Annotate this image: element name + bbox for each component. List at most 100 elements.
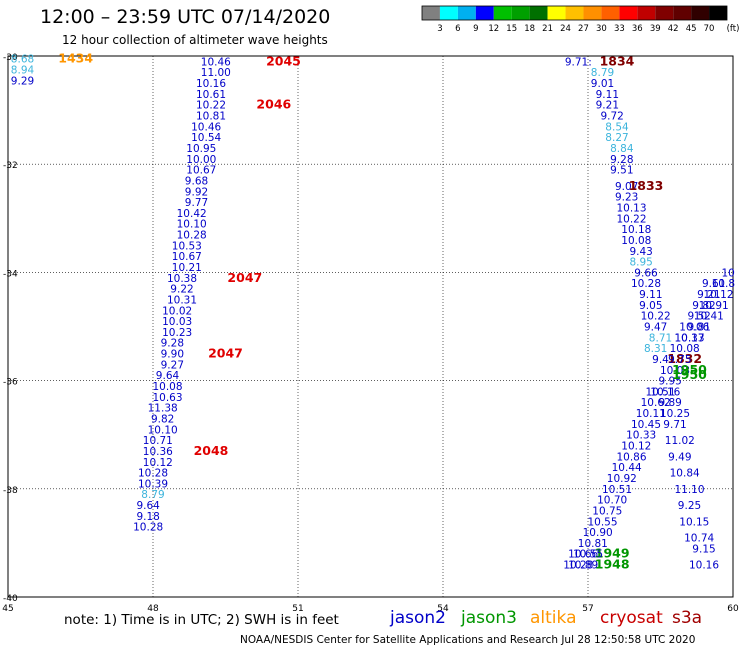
colorbar-swatch [511, 6, 530, 20]
track-time-label: 1950 [672, 362, 707, 377]
colorbar-swatch [422, 6, 440, 20]
legend-s3a: s3a [672, 608, 703, 628]
wave-height-label: 9.61 [702, 278, 725, 290]
wave-height-label: 10.89 [568, 560, 598, 572]
colorbar-label: 27 [578, 24, 589, 34]
colorbar-label: 9 [473, 24, 478, 34]
track-time-label: 1832 [667, 351, 702, 366]
y-tick-label: -34 [3, 269, 18, 279]
wave-height-label: 9.51 [610, 165, 633, 177]
wave-height-label: 10.46 [201, 56, 231, 68]
wave-height-label: 9.72 [600, 111, 623, 123]
colorbar-label: 30 [596, 24, 607, 34]
wave-height-label: 10.42 [177, 208, 207, 220]
colorbar-label: 39 [650, 24, 661, 34]
wave-height-label: 10.03 [162, 316, 192, 328]
wave-height-label: 11.00 [201, 67, 231, 79]
wave-height-label: 8.95 [629, 257, 652, 269]
colorbar-swatch [475, 6, 494, 20]
wave-height-label: 11.02 [665, 435, 695, 447]
wave-height-label: 10.62 [641, 397, 671, 409]
wave-height-label: 10.17 [674, 332, 704, 344]
y-tick-label: -38 [3, 486, 18, 496]
wave-height-label: 10.67 [186, 165, 216, 177]
wave-height-label: 10.28 [563, 560, 593, 572]
track-time-label: 1949 [595, 546, 630, 561]
wave-height-label: 10.16 [650, 386, 680, 398]
wave-height-label: 9.71: [565, 56, 592, 68]
wave-height-label: 10.12 [621, 441, 651, 453]
colorbar-swatch [565, 6, 584, 20]
colorbar-label: 70 [704, 24, 715, 34]
y-tick-label: -30 [3, 53, 18, 63]
wave-height-label: 9.01 [591, 78, 614, 90]
wave-height-label: 10.28 [138, 468, 168, 480]
legend-cryosat: cryosat [600, 608, 663, 628]
wave-height-label: 10.02 [162, 305, 192, 317]
colorbar-label: 6 [455, 24, 460, 34]
wave-height-label: 10.91 [699, 300, 729, 312]
colorbar-swatch [457, 6, 476, 20]
chart-title: 12:00 – 23:59 UTC 07/14/2020 [40, 6, 331, 28]
wave-height-label: 10.36 [143, 446, 173, 458]
legend-jason2: jason2 [390, 608, 446, 628]
track-time-label: 1948 [595, 557, 630, 572]
wave-height-label: 9.05 [639, 300, 662, 312]
x-tick-label: 54 [437, 604, 449, 614]
wave-height-label: 10.25 [660, 408, 690, 420]
wave-height-label: 8.94 [11, 65, 35, 77]
x-tick-label: 48 [147, 604, 159, 614]
wave-height-label: 10.90 [583, 527, 613, 539]
wave-height-label: 11.10 [674, 484, 704, 496]
wave-height-label: 8.79 [591, 67, 614, 79]
wave-height-label: 10.55 [573, 549, 603, 561]
wave-height-label: 10.75 [592, 505, 622, 517]
colorbar-swatch [655, 6, 674, 20]
wave-height-label: 8.84 [610, 143, 634, 155]
wave-height-label: 10.41 [694, 311, 724, 323]
chart-subtitle: 12 hour collection of altimeter wave hei… [62, 33, 328, 47]
wave-height-label: 9.89 [658, 397, 681, 409]
wave-height-label: 9.64 [136, 500, 160, 512]
y-tick-label: -40 [3, 594, 18, 604]
wave-height-label: 8.54 [605, 121, 629, 133]
wave-height-label: 9.29 [11, 75, 34, 87]
wave-height-label: 10.8 [712, 278, 735, 290]
wave-height-label: 9.07 [615, 181, 638, 193]
wave-height-label: 10.08 [670, 343, 700, 355]
wave-height-label: 9.21 [697, 289, 720, 301]
wave-height-label: 9.28 [161, 338, 184, 350]
wave-height-label: 10.06 [679, 322, 709, 334]
wave-height-label: 8.71 [649, 332, 672, 344]
wave-height-label: 9.82 [151, 413, 174, 425]
wave-height-label: 9.77 [185, 197, 208, 209]
wave-height-label: 10.11 [636, 408, 666, 420]
wave-height-label: 9.95 [658, 376, 681, 388]
colorbar-swatch [673, 6, 692, 20]
wave-height-label: 10.18 [621, 224, 651, 236]
legend-jason3: jason3 [461, 608, 517, 628]
x-tick-label: 45 [2, 604, 13, 614]
colorbar-label: 12 [488, 24, 499, 34]
wave-height-label: 10.13 [616, 202, 646, 214]
wave-height-label: 10.92 [607, 473, 637, 485]
wave-height-label: 10.81 [578, 538, 608, 550]
wave-height-label: 10.12 [703, 289, 733, 301]
wave-height-label: 10.67 [172, 251, 202, 263]
wave-height-label: 10 [721, 267, 734, 279]
y-tick-label: -36 [3, 378, 18, 388]
wave-height-label: 9.81 [687, 322, 710, 334]
colorbar-swatch [583, 6, 602, 20]
track-time-label: 2047 [227, 270, 262, 285]
colorbar-label: 45 [686, 24, 697, 34]
credit-line: NOAA/NESDIS Center for Satellite Applica… [240, 634, 696, 646]
wave-height-label: 9.15 [692, 543, 715, 555]
colorbar-label: 36 [632, 24, 643, 34]
wave-height-label: 10.44 [612, 462, 642, 474]
wave-height-label: 10.03 [660, 365, 690, 377]
wave-height-label: 10.84 [670, 468, 700, 480]
track-time-label: 2047 [208, 346, 243, 361]
wave-height-label: 10.39 [138, 478, 168, 490]
wave-height-label: 10.33 [626, 430, 656, 442]
